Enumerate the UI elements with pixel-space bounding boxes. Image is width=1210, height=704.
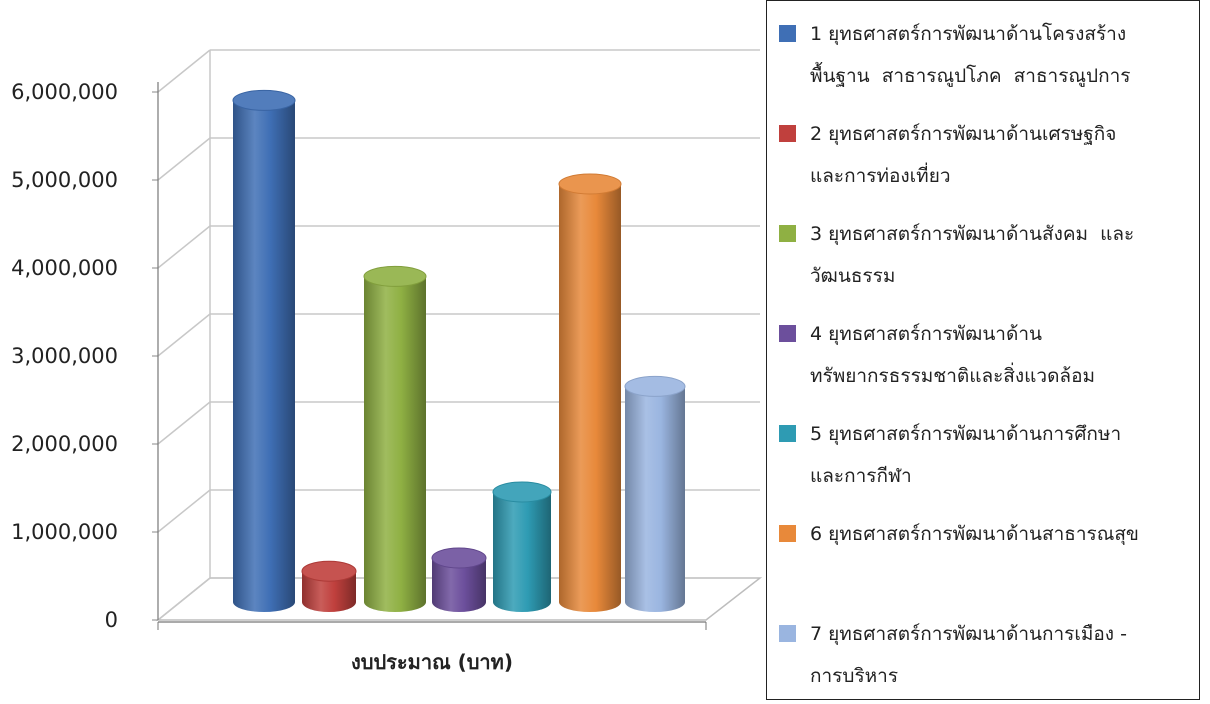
legend-swatch-5 bbox=[779, 425, 796, 442]
bar-top-7 bbox=[624, 375, 686, 397]
legend-label-1: 1 ยุทธศาสตร์การพัฒนาด้านโครงสร้าง พื้นฐา… bbox=[810, 23, 1131, 87]
y-tick-label: 5,000,000 bbox=[11, 168, 118, 192]
legend-swatch-2 bbox=[779, 125, 796, 142]
legend-swatch-3 bbox=[779, 225, 796, 242]
y-tick-label: 1,000,000 bbox=[11, 520, 118, 544]
bar-top-6 bbox=[558, 173, 622, 195]
legend-label-7: 7 ยุทธศาสตร์การพัฒนาด้านการเมือง - การบร… bbox=[810, 623, 1127, 687]
y-tick-label: 3,000,000 bbox=[11, 344, 118, 368]
legend-swatch-1 bbox=[779, 25, 796, 42]
gridline-side bbox=[157, 49, 211, 93]
bar-7 bbox=[625, 386, 685, 612]
gridline-side bbox=[157, 489, 211, 533]
legend-swatch-6 bbox=[779, 525, 796, 542]
y-tick-label: 2,000,000 bbox=[11, 432, 118, 456]
bar-6 bbox=[559, 184, 621, 612]
bar-top-4 bbox=[431, 547, 487, 569]
y-tick-label: 4,000,000 bbox=[11, 256, 118, 280]
bar-4 bbox=[432, 558, 486, 612]
bar-2 bbox=[302, 571, 356, 612]
bar-top-2 bbox=[301, 560, 357, 582]
bar-top-1 bbox=[232, 89, 296, 111]
chart-legend: 1 ยุทธศาสตร์การพัฒนาด้านโครงสร้าง พื้นฐา… bbox=[766, 0, 1200, 700]
bar-top-3 bbox=[363, 265, 427, 287]
legend-label-3: 3 ยุทธศาสตร์การพัฒนาด้านสังคม และ วัฒนธร… bbox=[810, 223, 1135, 287]
bar-5 bbox=[493, 492, 551, 612]
legend-label-2: 2 ยุทธศาสตร์การพัฒนาด้านเศรษฐกิจ และการท… bbox=[810, 123, 1117, 187]
bar-1 bbox=[233, 100, 295, 612]
legend-label-4: 4 ยุทธศาสตร์การพัฒนาด้าน ทรัพยากรธรรมชาต… bbox=[810, 323, 1095, 387]
gridline-side bbox=[157, 137, 211, 181]
gridline-side bbox=[157, 225, 211, 269]
legend-label-5: 5 ยุทธศาสตร์การพัฒนาด้านการศึกษา และการก… bbox=[810, 423, 1122, 487]
legend-swatch-4 bbox=[779, 325, 796, 342]
y-tick-label: 6,000,000 bbox=[11, 80, 118, 104]
x-axis-label: งบประมาณ (บาท) bbox=[351, 650, 513, 674]
bar-top-5 bbox=[492, 481, 552, 503]
legend-label-6: 6 ยุทธศาสตร์การพัฒนาด้านสาธารณสุข bbox=[810, 523, 1139, 545]
gridline-side bbox=[157, 401, 211, 445]
gridline-side bbox=[157, 313, 211, 357]
legend-swatch-7 bbox=[779, 625, 796, 642]
bar-chart-3d: 0 1,000,000 2,000,000 3,000,000 4,000,000 5,0… bbox=[11, 49, 763, 674]
y-tick-label: 0 bbox=[105, 608, 118, 632]
gridline-side bbox=[157, 577, 211, 621]
bar-3 bbox=[364, 276, 426, 612]
